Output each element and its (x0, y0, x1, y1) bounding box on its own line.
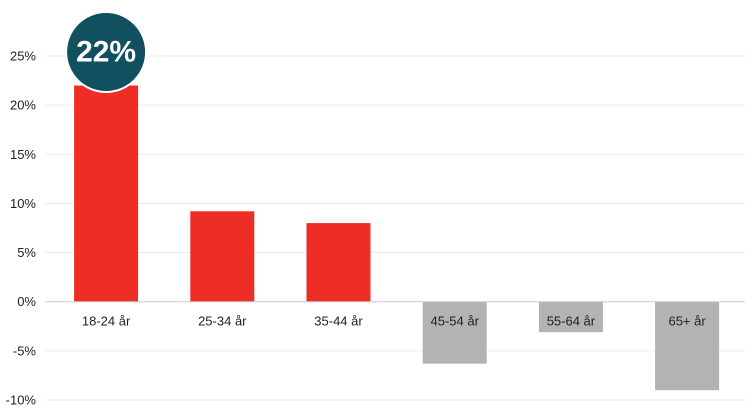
x-category-label: 65+ år (668, 314, 706, 329)
x-category-label: 55-64 år (547, 314, 596, 329)
gridlines (45, 55, 745, 401)
y-tick-label: 20% (10, 98, 36, 113)
y-axis-ticks: 25% 20% 15% 10% 5% 0% -5% -10% (6, 49, 37, 408)
y-tick-label: 15% (10, 147, 36, 162)
x-category-label: 45-54 år (430, 314, 479, 329)
x-category-label: 25-34 år (198, 314, 247, 329)
highlight-badge-label: 22% (76, 36, 136, 69)
x-category-label: 18-24 år (82, 314, 131, 329)
y-tick-label: 5% (17, 245, 36, 260)
bar-6 (655, 301, 720, 391)
x-category-label: 35-44 år (314, 314, 363, 329)
bar-2 (190, 211, 255, 302)
y-tick-label: 10% (10, 196, 36, 211)
y-tick-label: -5% (13, 343, 37, 358)
bar-3 (306, 223, 371, 302)
bar-5 (538, 301, 603, 333)
y-tick-label: 0% (17, 294, 36, 309)
y-tick-label: 25% (10, 49, 36, 64)
highlight-badge-circle (65, 11, 148, 93)
bars (74, 85, 720, 391)
bar-1 (74, 85, 139, 302)
y-tick-label: -10% (6, 393, 37, 408)
bar-4 (422, 301, 487, 364)
highlight-badge: 22% (65, 11, 148, 93)
x-axis-categories: 18-24 år 25-34 år 35-44 år 45-54 år 55-64 år… (82, 314, 706, 329)
